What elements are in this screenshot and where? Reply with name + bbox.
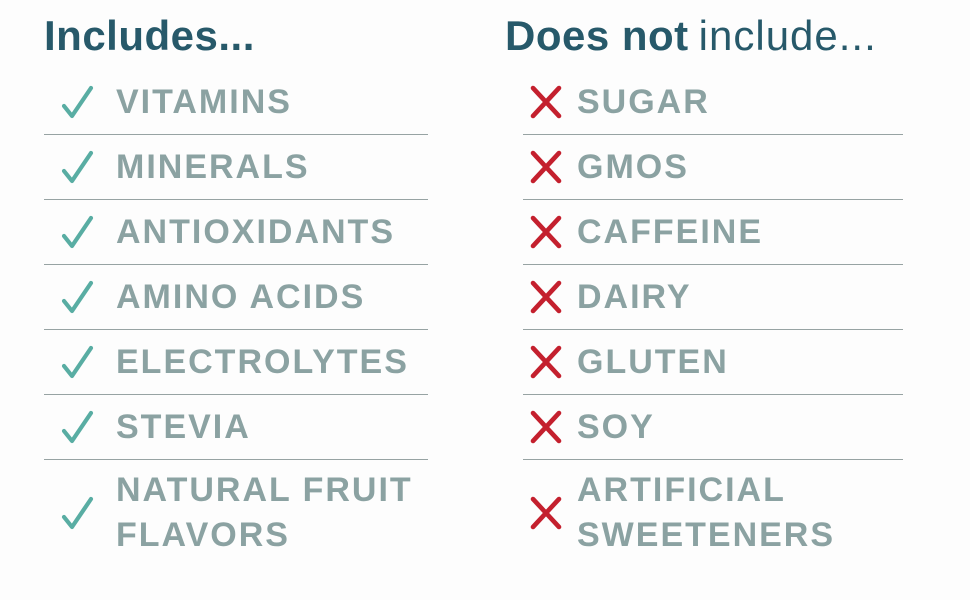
list-item: GMOS [523, 135, 903, 201]
item-label: SOY [577, 407, 655, 446]
list-item: MINERALS [44, 135, 428, 201]
excludes-list: SUGAR GMOS [523, 70, 903, 566]
item-label: STEVIA [116, 407, 251, 446]
check-icon [60, 343, 94, 381]
cross-icon [529, 213, 563, 251]
list-item: VITAMINS [44, 70, 428, 136]
item-label: AMINO ACIDS [116, 277, 366, 316]
check-icon [60, 408, 94, 446]
list-item: CAFFEINE [523, 200, 903, 266]
item-label: VITAMINS [116, 82, 292, 121]
list-item: SOY [523, 395, 903, 461]
check-icon [60, 83, 94, 121]
excludes-column: Does not include... SUGAR [505, 12, 903, 600]
cross-icon [529, 278, 563, 316]
cross-icon [529, 148, 563, 186]
excludes-heading-regular: include... [698, 12, 877, 59]
list-item: NATURAL FRUIT FLAVORS [44, 460, 428, 566]
cross-icon [529, 343, 563, 381]
excludes-heading: Does not include... [505, 12, 903, 60]
item-label: NATURAL FRUIT FLAVORS [116, 471, 413, 555]
item-label: ANTIOXIDANTS [116, 212, 395, 251]
check-icon [60, 278, 94, 316]
list-item: STEVIA [44, 395, 428, 461]
list-item: GLUTEN [523, 330, 903, 396]
cross-icon [529, 83, 563, 121]
item-label: MINERALS [116, 147, 310, 186]
item-label: SUGAR [577, 82, 710, 121]
list-item: AMINO ACIDS [44, 265, 428, 331]
includes-heading: Includes... [44, 12, 255, 59]
excludes-heading-bold: Does not [505, 12, 689, 59]
includes-column: Includes... VITAMINS [44, 12, 428, 600]
list-item: ANTIOXIDANTS [44, 200, 428, 266]
cross-icon [529, 494, 563, 532]
item-label: GLUTEN [577, 342, 729, 381]
check-icon [60, 148, 94, 186]
check-icon [60, 494, 94, 532]
item-label: CAFFEINE [577, 212, 763, 251]
list-item: ELECTROLYTES [44, 330, 428, 396]
list-item: DAIRY [523, 265, 903, 331]
cross-icon [529, 408, 563, 446]
includes-list: VITAMINS MINERALS [44, 70, 428, 566]
list-item: ARTIFICIAL SWEETENERS [523, 460, 903, 566]
item-label: DAIRY [577, 277, 692, 316]
item-label: GMOS [577, 147, 689, 186]
item-label: ELECTROLYTES [116, 342, 409, 381]
check-icon [60, 213, 94, 251]
list-item: SUGAR [523, 70, 903, 136]
item-label: ARTIFICIAL SWEETENERS [577, 471, 836, 555]
